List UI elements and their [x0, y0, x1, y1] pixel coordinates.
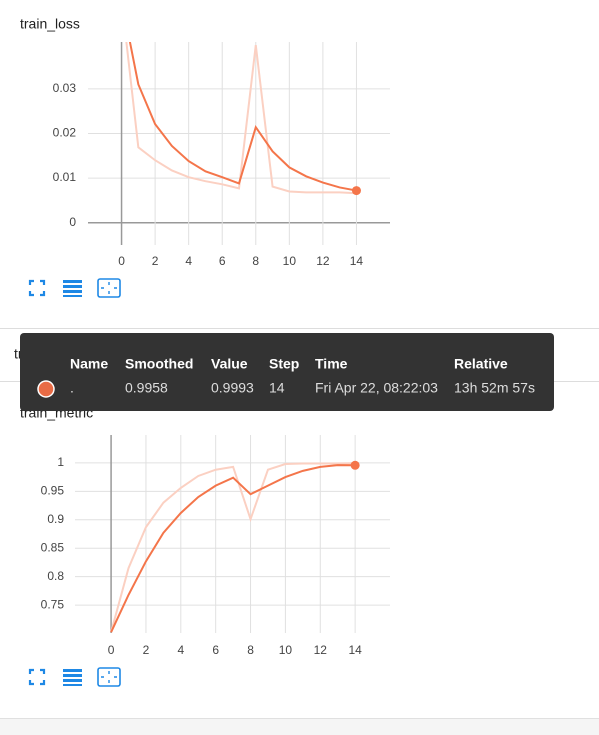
y-tick-label: 0.9: [47, 512, 64, 526]
x-tick-label: 8: [252, 254, 259, 268]
y-tick-label: 0.95: [41, 483, 65, 497]
tooltip: Name Smoothed Value Step Time Relative .…: [20, 333, 554, 411]
x-tick-label: 10: [283, 254, 297, 268]
fit-domain-button[interactable]: [97, 278, 121, 298]
tooltip-cell: 13h 52m 57s: [454, 380, 535, 396]
chart-toolbar: [28, 667, 121, 687]
tooltip-header: Time: [315, 356, 348, 372]
hover-point: [350, 460, 360, 470]
y-tick-label: 0.03: [53, 81, 77, 95]
y-tick-label: 0.75: [41, 597, 65, 611]
y-tick-label: 0.8: [47, 569, 64, 583]
tooltip-cell: 0.9993: [211, 380, 254, 396]
fullscreen-button[interactable]: [28, 279, 46, 297]
y-tick-label: 1: [57, 455, 64, 469]
x-tick-label: 4: [185, 254, 192, 268]
x-tick-label: 2: [152, 254, 159, 268]
tooltip-header: Step: [269, 356, 299, 372]
hover-point: [351, 186, 361, 196]
tooltip-cell: Fri Apr 22, 08:22:03: [315, 380, 438, 396]
x-tick-label: 10: [279, 643, 293, 657]
log-scale-button[interactable]: [63, 669, 82, 686]
log-scale-button[interactable]: [63, 280, 82, 297]
series-line: [125, 42, 357, 195]
x-tick-label: 6: [212, 643, 219, 657]
x-tick-label: 2: [143, 643, 150, 657]
x-tick-label: 12: [316, 254, 330, 268]
tooltip-box: [20, 333, 554, 411]
chart-toolbar: [28, 278, 121, 298]
tooltip-cell: .: [70, 380, 74, 396]
x-tick-label: 0: [118, 254, 125, 268]
tooltip-header: Smoothed: [125, 356, 193, 372]
tooltip-header: Name: [70, 356, 108, 372]
series-swatch: [37, 380, 55, 398]
tooltip-header: Value: [211, 356, 248, 372]
x-tick-label: 0: [108, 643, 115, 657]
x-tick-label: 4: [177, 643, 184, 657]
y-tick-label: 0.02: [53, 126, 77, 140]
fit-domain-button[interactable]: [97, 667, 121, 687]
x-tick-label: 6: [219, 254, 226, 268]
chart-title: train_loss: [20, 16, 80, 32]
y-tick-label: 0.01: [53, 170, 77, 184]
tooltip-cell: 0.9958: [125, 380, 168, 396]
series-line: [128, 42, 357, 192]
plots: 00.010.020.030 2 4 6 8 10 12 140.750.80.850.90.…: [41, 42, 390, 657]
footer-bar: [0, 718, 599, 735]
x-tick-label: 12: [314, 643, 328, 657]
series-line: [110, 462, 356, 633]
y-tick-label: 0.85: [41, 540, 65, 554]
tooltip-cell: 14: [269, 380, 285, 396]
tooltip-header: Relative: [454, 356, 508, 372]
y-tick-label: 0: [69, 215, 76, 229]
x-tick-label: 14: [348, 643, 362, 657]
x-tick-label: 8: [247, 643, 254, 657]
series-line: [110, 464, 356, 633]
x-tick-label: 14: [350, 254, 364, 268]
fullscreen-button[interactable]: [28, 668, 46, 686]
